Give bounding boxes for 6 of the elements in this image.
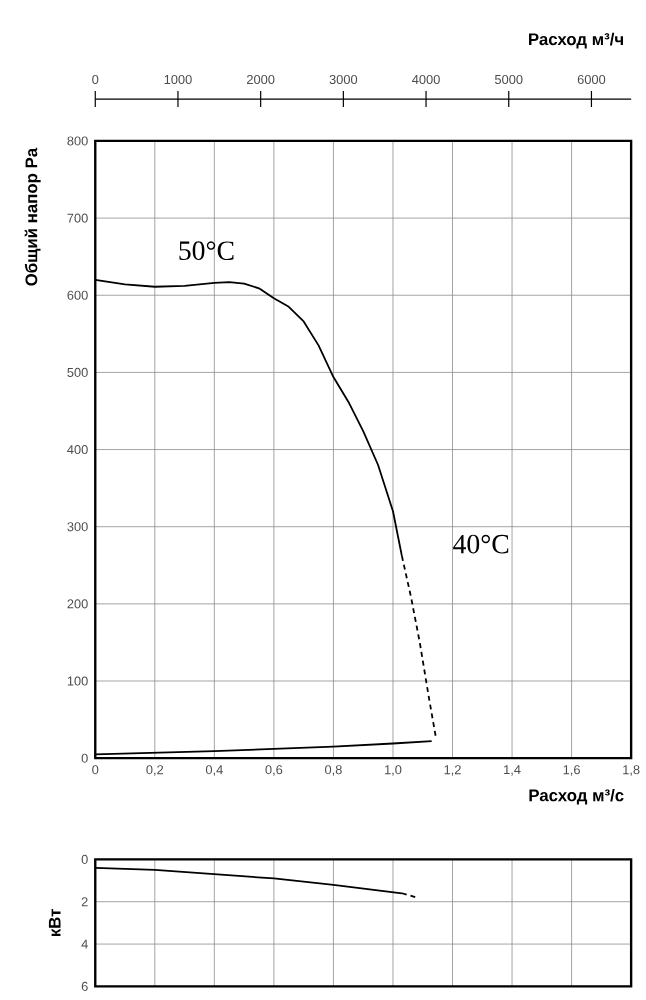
x2-axis-title: Расход м³/ч (528, 32, 623, 49)
x-axis-title: Расход м³/с (529, 788, 624, 805)
series-label: 50°C (179, 241, 234, 261)
series-label: 40°C (452, 534, 508, 554)
y-axis-title: Общий напор Pa (24, 147, 41, 286)
y-axis-title: кВт (48, 909, 61, 936)
